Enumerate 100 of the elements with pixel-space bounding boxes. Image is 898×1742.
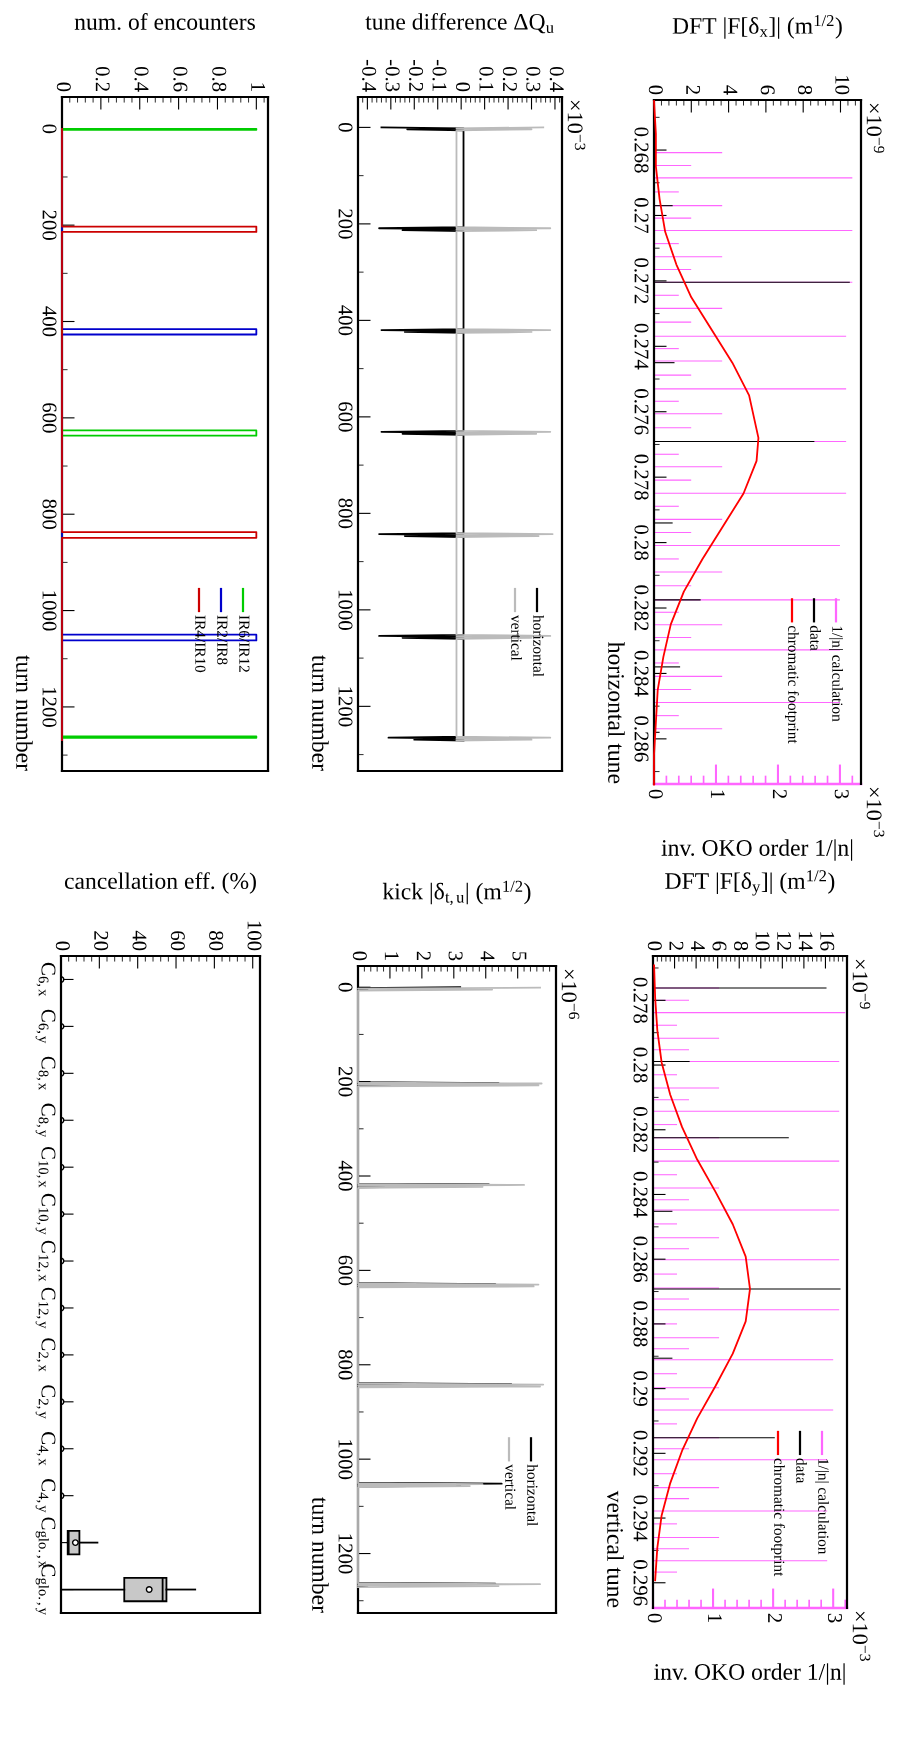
text: ×10$^{−6}$ — [561, 969, 580, 1020]
x-tick-label: 6 — [712, 941, 727, 951]
y-tick-label: C$_{10,y}$ — [35, 1193, 56, 1235]
x2-tick-label: 3 — [827, 1613, 842, 1623]
x-axis-title: kick |δ$_{t,u}$| (m$^{1/2}$) — [382, 880, 531, 906]
x-tick-label: 0 — [55, 941, 70, 951]
x-tick-label: 8 — [734, 941, 749, 951]
legend-label: 1/|n| calculation — [815, 1459, 829, 1555]
x-tick-label: 14 — [798, 932, 813, 951]
text: ×10$^{−3}$ — [567, 100, 586, 150]
x2-tick-label: 0 — [647, 1613, 662, 1623]
y-tick-label: C$_{10,x}$ — [36, 1146, 56, 1188]
text: ×10$^{−9}$ — [866, 103, 885, 153]
y-tick-label: 0.28 — [633, 1047, 648, 1083]
y-axis-title: turn number — [312, 1497, 329, 1613]
y-tick-label: 0.282 — [633, 1107, 648, 1153]
x-tick-label: 2 — [416, 951, 431, 960]
x-tick-label: -0.4 — [362, 59, 377, 92]
x2-tick-label: 2 — [772, 789, 787, 799]
x-tick-label: 0.6 — [173, 66, 188, 92]
y-tick-label: C$_{12,x}$ — [36, 1240, 56, 1282]
legend-label: chromatic footprint — [770, 1458, 786, 1577]
x2-tick-label: 1 — [710, 790, 725, 799]
legend-label: data — [810, 625, 821, 651]
y-tick-label: C$_{12,y}$ — [35, 1287, 56, 1329]
legend-label: IR2/IR8 — [217, 615, 228, 665]
text: ×10$^{−9}$ — [852, 959, 871, 1009]
legend-label: horizontal — [533, 615, 544, 677]
y-tick-label: 600 — [338, 1255, 353, 1286]
y-tick-label: C$_{4,x}$ — [36, 1432, 56, 1466]
x-tick-label: -0.2 — [408, 59, 424, 91]
x2-tick-label: 0 — [648, 789, 663, 799]
y-tick-label: 1200 — [338, 687, 353, 727]
x-tick-label: 4 — [691, 941, 705, 951]
y-tick-label: 1000 — [42, 591, 57, 631]
text: ×10$^{−3}$ — [852, 1611, 871, 1661]
x-axis-title: tune difference ΔQ$_{u}$ — [365, 12, 554, 34]
legend-label: data — [796, 1458, 807, 1484]
x-tick-label: 40 — [132, 930, 147, 951]
legend-label: chromatic footprint — [784, 625, 800, 744]
y-tick-label: 0.284 — [633, 1171, 648, 1218]
legend-label: 1/|n| calculation — [829, 626, 843, 722]
y-tick-label: 1200 — [42, 687, 57, 727]
x-tick-label: 0 — [352, 951, 367, 961]
x2-axis-title: inv. OKO order 1/|n| — [661, 839, 853, 861]
y-tick-label: 600 — [42, 403, 57, 433]
x-tick-label: 16 — [820, 932, 835, 951]
y-tick-label: 0.278 — [633, 977, 648, 1023]
x-tick-label: 0.1 — [479, 66, 494, 91]
legend-label: vertical — [511, 615, 522, 661]
x-axis-title: DFT |F[δ$_{y}$]| (m$^{1/2}$) — [665, 870, 835, 896]
y-tick-label: C$_{8,y}$ — [35, 1103, 56, 1138]
legend-label: IR4/IR10 — [195, 615, 206, 673]
x-tick-label: 1 — [251, 83, 266, 91]
x-tick-label: 0.4 — [549, 66, 564, 92]
x-tick-label: 60 — [170, 931, 185, 951]
y-tick-label: 0.292 — [633, 1430, 648, 1476]
y-tick-label: 200 — [42, 210, 57, 240]
y-tick-label: 0.294 — [633, 1495, 648, 1542]
text: ×10$^{−3}$ — [866, 787, 885, 837]
x-tick-label: 1 — [384, 952, 399, 960]
x-tick-label: 2 — [669, 941, 684, 950]
x-tick-label: 100 — [247, 921, 262, 951]
x-tick-label: 10 — [835, 76, 850, 95]
x2-tick-label: 1 — [708, 1614, 722, 1623]
y-tick-label: C$_{8,x}$ — [36, 1056, 56, 1091]
y-tick-label: 0 — [338, 982, 353, 992]
x-tick-label: 80 — [209, 931, 224, 951]
y-tick-label: 800 — [42, 499, 57, 530]
y-tick-label: 200 — [338, 209, 353, 239]
y-tick-label: C$_{4,y}$ — [35, 1479, 56, 1513]
y-tick-label: 0.274 — [634, 323, 649, 370]
x-tick-label: 4 — [723, 85, 738, 95]
x-tick-label: 0.4 — [134, 66, 149, 92]
y-axis-title: vertical tune — [607, 1490, 624, 1608]
y-tick-label: 0.286 — [634, 716, 649, 762]
y-tick-label: 200 — [338, 1066, 353, 1097]
x-tick-label: 0.2 — [502, 66, 517, 91]
x-tick-label: 0 — [455, 82, 471, 92]
y-tick-label: 0.278 — [634, 454, 649, 500]
x-tick-label: 0.8 — [212, 66, 227, 92]
x-tick-label: -0.1 — [432, 59, 447, 91]
x2-tick-label: 3 — [834, 789, 849, 799]
x2-tick-label: 2 — [768, 1613, 782, 1623]
y-axis-title: turn number — [16, 655, 33, 771]
y-tick-label: C$_{6,x}$ — [36, 962, 56, 997]
y-tick-label: 400 — [338, 305, 353, 336]
legend-label: horizontal — [527, 1464, 538, 1526]
y-axis-title: horizontal tune — [608, 641, 625, 784]
y-tick-label: 0.268 — [634, 127, 649, 173]
x-axis-title: num. of encounters — [74, 13, 255, 31]
y-tick-label: C$_{6,y}$ — [35, 1009, 56, 1044]
x-tick-label: 3 — [448, 951, 463, 961]
x-tick-label: 5 — [512, 951, 527, 961]
x-tick-label: 0 — [648, 85, 663, 95]
x-tick-label: 10 — [755, 932, 770, 951]
y-axis-title: turn number — [312, 655, 329, 771]
y-tick-label: 0 — [338, 122, 353, 132]
x-tick-label: 0 — [647, 941, 662, 951]
x2-axis-title: inv. OKO order 1/|n| — [654, 1663, 845, 1685]
